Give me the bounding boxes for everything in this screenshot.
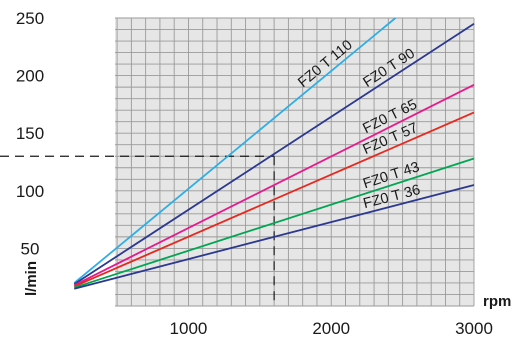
y-tick-label: 200 bbox=[16, 67, 44, 86]
series-line-fz0-t-90 bbox=[73, 23, 475, 285]
y-tick-label: 100 bbox=[16, 182, 44, 201]
x-tick-label: 1000 bbox=[170, 319, 208, 338]
x-axis-title: rpm bbox=[483, 293, 511, 310]
series-line-fz0-t-36 bbox=[74, 184, 475, 290]
series-lines bbox=[73, 17, 475, 290]
grid bbox=[115, 17, 475, 307]
y-tick-label: 50 bbox=[21, 239, 40, 258]
x-tick-labels: 1000 2000 3000 bbox=[170, 319, 493, 338]
y-axis-title: l/min bbox=[23, 261, 40, 296]
series-line-fz0-t-65 bbox=[73, 84, 475, 287]
y-tick-label: 150 bbox=[16, 124, 44, 143]
x-tick-label: 3000 bbox=[455, 319, 493, 338]
x-tick-label: 2000 bbox=[312, 319, 350, 338]
plot-background bbox=[115, 18, 474, 306]
series-line-fz0-t-57 bbox=[73, 111, 475, 288]
series-line-fz0-t-43 bbox=[73, 157, 475, 289]
y-tick-label: 250 bbox=[16, 9, 44, 28]
series-line-fz0-t-110 bbox=[73, 17, 397, 284]
y-tick-labels: 50 100 150 200 250 bbox=[16, 9, 44, 258]
